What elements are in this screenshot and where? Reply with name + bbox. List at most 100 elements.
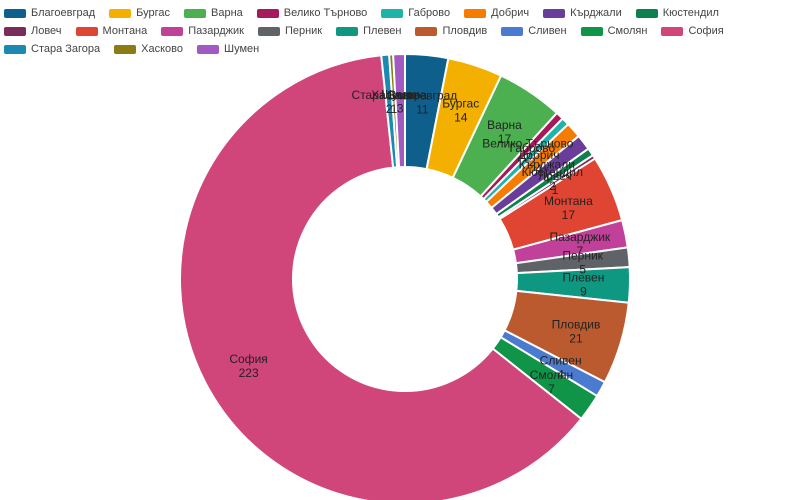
legend-label: Сливен bbox=[528, 25, 567, 37]
legend-label: София bbox=[688, 25, 724, 37]
legend-item[interactable]: Стара Загора bbox=[4, 43, 100, 56]
legend-swatch bbox=[381, 9, 404, 18]
legend-label: Пазарджик bbox=[188, 25, 244, 37]
legend-label: Стара Загора bbox=[31, 43, 101, 55]
legend-label: Кърджали bbox=[570, 7, 622, 19]
legend-item[interactable]: Монтана bbox=[75, 25, 148, 38]
slice-label-value: 4 bbox=[543, 172, 550, 186]
legend-label: Ловеч bbox=[31, 25, 62, 37]
slice-label-value: 5 bbox=[579, 263, 586, 277]
legend-item[interactable]: Смолян bbox=[580, 25, 648, 38]
slice-label-value: 4 bbox=[557, 367, 564, 381]
slice-label-name: Хасково bbox=[371, 88, 417, 102]
legend-label: Добрич bbox=[491, 7, 530, 19]
slice-label-value: 14 bbox=[454, 110, 468, 124]
slice-label-value: 17 bbox=[498, 132, 512, 146]
slice-label-value: 1 bbox=[391, 102, 398, 116]
legend-item[interactable]: Велико Търново bbox=[256, 7, 368, 20]
legend-swatch bbox=[256, 9, 279, 18]
legend-label: Шумен bbox=[224, 43, 260, 55]
slice-label-value: 223 bbox=[239, 366, 259, 380]
legend-item[interactable]: Ловеч bbox=[4, 25, 62, 38]
legend-swatch bbox=[197, 45, 220, 54]
legend-swatch bbox=[464, 9, 487, 18]
slice-label-name: Монтана bbox=[544, 194, 593, 208]
legend-swatch bbox=[75, 27, 98, 36]
donut-slice[interactable] bbox=[179, 54, 583, 500]
slice-label-value: 9 bbox=[580, 285, 587, 299]
slice-label-name: Кърджали bbox=[519, 158, 575, 172]
slice-label-name: Габрово bbox=[510, 141, 556, 155]
legend-item[interactable]: Кърджали bbox=[543, 7, 622, 20]
legend-item[interactable]: Кюстендил bbox=[635, 7, 719, 20]
legend-label: Плевен bbox=[363, 25, 402, 37]
legend-swatch bbox=[257, 27, 280, 36]
legend-item[interactable]: Добрич bbox=[464, 7, 529, 20]
legend-item[interactable]: Пловдив bbox=[415, 25, 487, 38]
slice-label-name: Ловеч bbox=[538, 169, 571, 183]
legend-swatch bbox=[184, 9, 207, 18]
slice-label-name: Благоевград bbox=[387, 88, 457, 102]
legend-swatch bbox=[501, 27, 524, 36]
legend-label: Велико Търново bbox=[283, 7, 368, 19]
legend-label: Хасково bbox=[141, 43, 184, 55]
legend-item[interactable]: Благоевград bbox=[4, 7, 95, 20]
slice-label-name: Сливен bbox=[540, 353, 582, 367]
legend-swatch bbox=[635, 9, 658, 18]
legend-item[interactable]: Хасково bbox=[114, 43, 183, 56]
legend-label: Бургас bbox=[136, 7, 171, 19]
legend-swatch bbox=[109, 9, 132, 18]
legend-label: Варна bbox=[211, 7, 243, 19]
slice-label-name: Стара Загора bbox=[352, 88, 428, 102]
legend-item[interactable]: Плевен bbox=[336, 25, 401, 38]
legend-swatch bbox=[580, 27, 603, 36]
slice-label-name: Перник bbox=[562, 249, 603, 263]
legend-label: Монтана bbox=[102, 25, 148, 37]
legend-item[interactable]: Перник bbox=[257, 25, 323, 38]
legend-swatch bbox=[4, 27, 26, 36]
slice-label-value: 11 bbox=[416, 102, 429, 116]
legend-swatch bbox=[415, 27, 438, 36]
slice-label-value: 17 bbox=[562, 208, 576, 222]
legend-swatch bbox=[661, 27, 684, 36]
slice-label-value: 3 bbox=[397, 102, 404, 116]
legend-swatch bbox=[543, 9, 566, 18]
slice-label-value: 2 bbox=[386, 102, 393, 116]
slice-label-name: Шумен bbox=[381, 88, 419, 102]
slice-label-value: 7 bbox=[576, 244, 583, 258]
legend-label: Перник bbox=[284, 25, 323, 37]
legend-label: Габрово bbox=[408, 7, 451, 19]
legend-swatch bbox=[114, 45, 137, 54]
legend-label: Кюстендил bbox=[662, 7, 719, 19]
slice-label-name: Велико Търново bbox=[482, 136, 573, 150]
slice-label-name: Плевен bbox=[563, 271, 605, 285]
legend-item[interactable]: Шумен bbox=[197, 43, 259, 56]
chart-legend: Благоевград Бургас Варна Велико Търново Габр… bbox=[4, 7, 794, 56]
slice-label-value: 2 bbox=[524, 150, 531, 164]
legend-item[interactable]: Варна bbox=[184, 7, 243, 20]
slice-label-name: Бургас bbox=[442, 96, 479, 110]
slice-label-name: Варна bbox=[487, 118, 522, 132]
legend-label: Благоевград bbox=[31, 7, 96, 19]
legend-item[interactable]: Пазарджик bbox=[161, 25, 244, 38]
slice-label-name: Добрич bbox=[518, 148, 559, 162]
slice-label-value: 21 bbox=[569, 331, 583, 345]
legend-swatch bbox=[4, 9, 26, 18]
slice-label-name: Пазарджик bbox=[549, 230, 610, 244]
slice-label-name: Смолян bbox=[530, 368, 573, 382]
legend-item[interactable]: Габрово bbox=[381, 7, 450, 20]
legend-item[interactable]: Сливен bbox=[501, 25, 567, 38]
legend-swatch bbox=[4, 45, 26, 54]
legend-item[interactable]: София bbox=[661, 25, 724, 38]
donut-slice[interactable] bbox=[392, 52, 406, 169]
slice-label-value: 2 bbox=[529, 155, 536, 169]
legend-label: Смолян bbox=[607, 25, 648, 37]
slice-label-name: Пловдив bbox=[552, 317, 601, 331]
slice-label-value: 1 bbox=[552, 183, 559, 197]
slice-label-value: 2 bbox=[549, 179, 556, 193]
slice-label-value: 7 bbox=[548, 382, 555, 396]
legend-swatch bbox=[161, 27, 184, 36]
legend-item[interactable]: Бургас bbox=[109, 7, 170, 20]
slice-label-value: 4 bbox=[535, 162, 542, 176]
legend-label: Пловдив bbox=[442, 25, 488, 37]
